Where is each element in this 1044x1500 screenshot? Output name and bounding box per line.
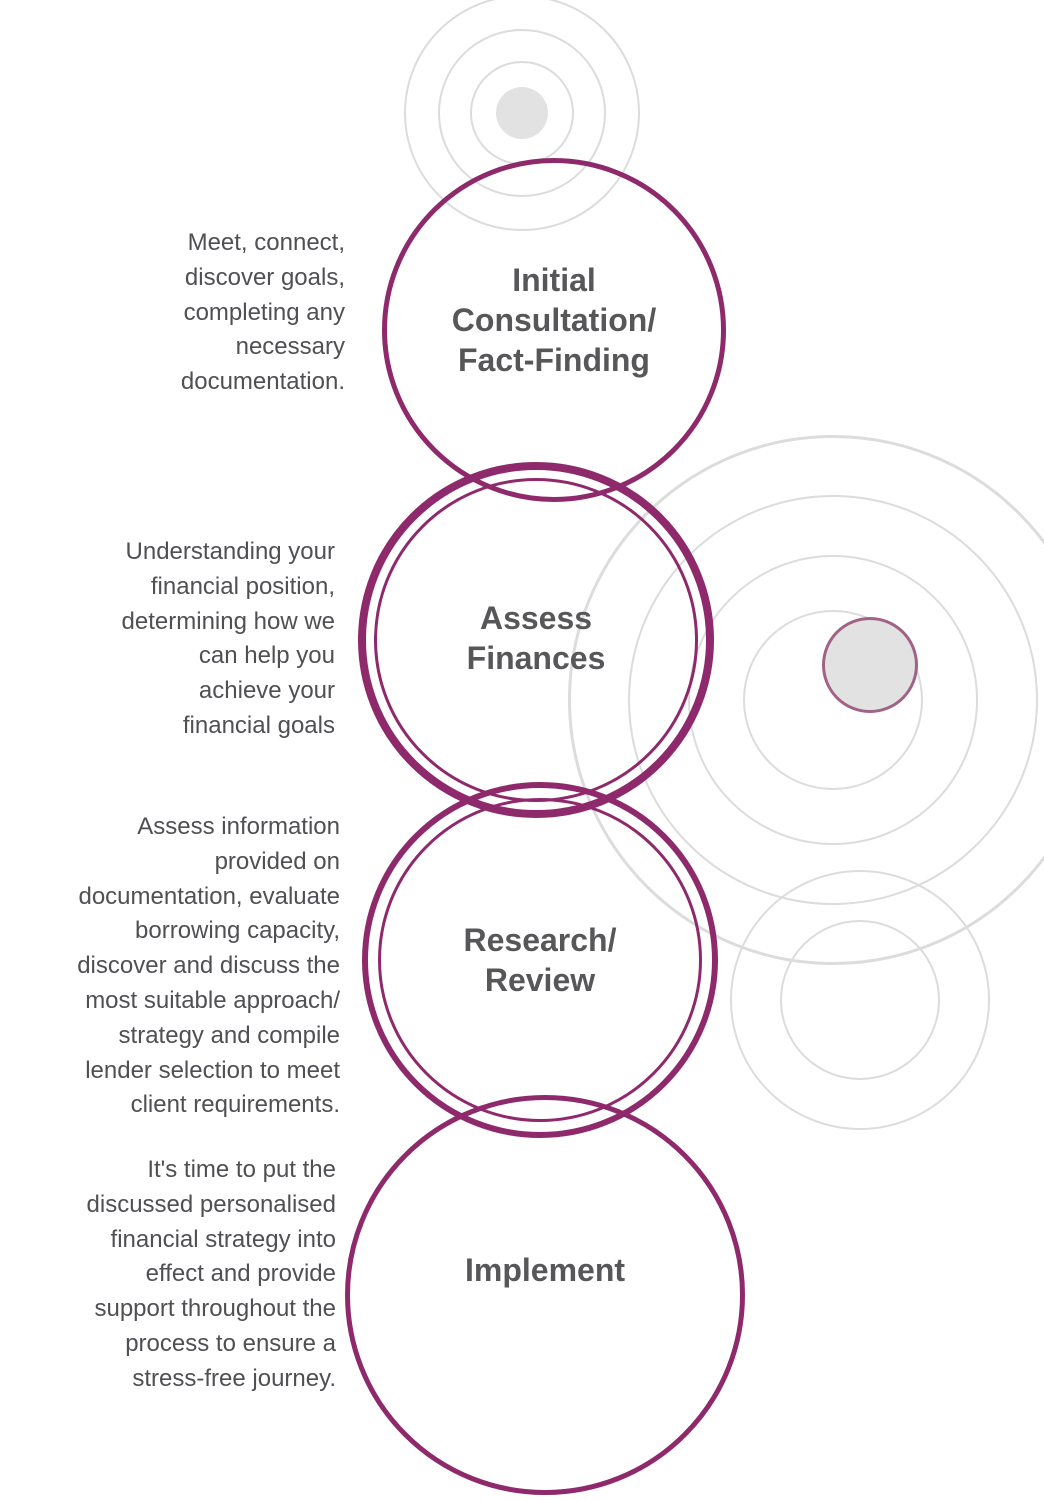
step-desc-assess-finances: Understanding your financial position, d… xyxy=(15,535,335,744)
step-title-assess-finances: Assess Finances xyxy=(378,568,694,708)
process-diagram: { "colors": { "background": "#ffffff", "… xyxy=(0,0,1044,1500)
decorative-ring xyxy=(780,920,940,1080)
step-title-initial-consultation: Initial Consultation/ Fact-Finding xyxy=(402,250,706,390)
decorative-ring xyxy=(822,617,918,713)
step-title-implement: Implement xyxy=(365,1200,725,1340)
step-desc-research-review: Assess information provided on documenta… xyxy=(20,810,340,1123)
step-desc-implement: It's time to put the discussed personali… xyxy=(16,1153,336,1397)
step-desc-initial-consultation: Meet, connect, discover goals, completin… xyxy=(25,226,345,400)
decorative-ring xyxy=(496,87,548,139)
step-title-research-review: Research/ Review xyxy=(382,890,698,1030)
